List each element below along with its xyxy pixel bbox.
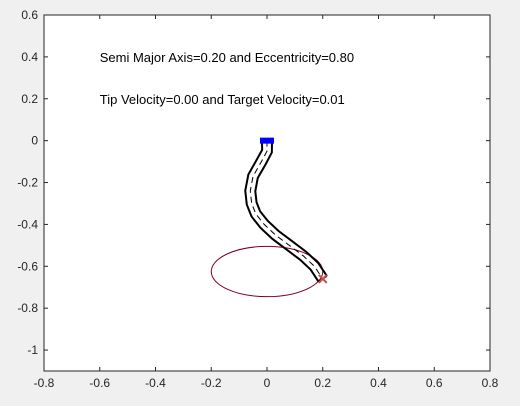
annotation-text: Tip Velocity=0.00 and Target Velocity=0.…: [100, 92, 345, 107]
y-tick-label: -1: [27, 343, 38, 357]
x-tick-label: 0.2: [314, 376, 331, 390]
y-tick-label: 0.4: [21, 50, 38, 64]
y-tick-label: 0.6: [21, 8, 38, 22]
y-tick-label: -0.6: [17, 259, 38, 273]
y-tick-label: -0.4: [17, 217, 38, 231]
axes-background: [44, 15, 490, 371]
x-tick-label: -0.8: [34, 376, 55, 390]
x-tick-label: -0.4: [145, 376, 166, 390]
x-tick-label: -0.6: [89, 376, 110, 390]
x-tick-label: 0.8: [482, 376, 499, 390]
y-tick-label: -0.8: [17, 301, 38, 315]
y-tick-label: -0.2: [17, 176, 38, 190]
x-tick-label: 0.4: [370, 376, 387, 390]
x-tick-label: 0.6: [426, 376, 443, 390]
x-tick-label: 0: [264, 376, 271, 390]
y-tick-label: 0: [31, 134, 38, 148]
x-tick-label: -0.2: [201, 376, 222, 390]
y-tick-label: 0.2: [21, 92, 38, 106]
robot-base-marker: [260, 138, 274, 144]
annotation-text: Semi Major Axis=0.20 and Eccentricity=0.…: [100, 50, 354, 65]
